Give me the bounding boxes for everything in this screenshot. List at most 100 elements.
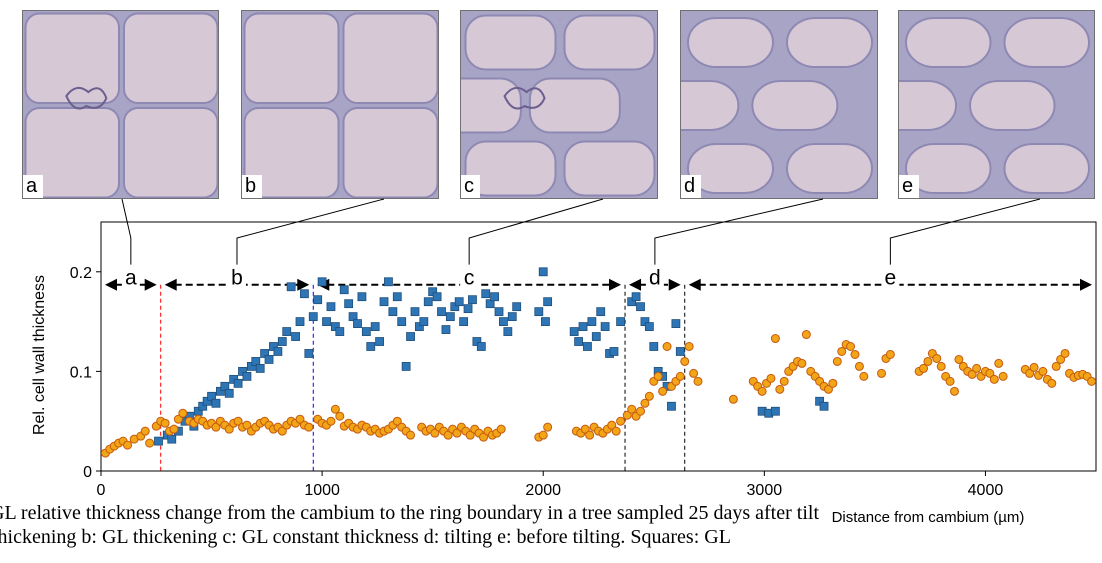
data-point-square <box>313 295 323 305</box>
cell-lumen <box>123 12 218 104</box>
data-point-circle <box>854 361 864 371</box>
data-point-circle <box>640 398 650 408</box>
data-point-circle <box>233 416 243 426</box>
data-point-circle <box>430 428 440 438</box>
cell-lumen <box>563 14 656 71</box>
figure-caption-line-1: GL relative thickness change from the ca… <box>0 502 819 524</box>
y-tick-label: 0 <box>83 464 92 481</box>
cell-lumen <box>243 107 340 198</box>
data-point-square <box>609 347 619 356</box>
x-tick-label: 2000 <box>525 482 561 499</box>
data-point-square <box>273 347 283 356</box>
data-point-circle <box>936 361 946 371</box>
data-point-circle <box>828 378 838 388</box>
cell-lumen <box>461 77 522 134</box>
data-point-square <box>304 349 314 358</box>
data-point-square <box>450 302 460 312</box>
data-point-square <box>428 287 438 297</box>
figure-caption-line-2: thickening b: GL thickening c: GL consta… <box>0 526 731 548</box>
data-point-circle <box>680 356 690 366</box>
data-point-square <box>468 295 477 305</box>
data-point-circle <box>452 428 462 438</box>
cell-lumen <box>24 107 120 198</box>
data-point-circle <box>653 371 663 381</box>
data-point-circle <box>580 424 590 434</box>
cell-lumen <box>681 80 740 131</box>
data-point-square <box>286 282 296 292</box>
data-point-circle <box>885 349 895 359</box>
data-point-circle <box>1029 362 1039 372</box>
data-point-circle <box>675 371 685 381</box>
micrograph-e: e <box>898 10 1095 199</box>
data-point-circle <box>636 406 646 416</box>
data-point-square <box>220 381 230 391</box>
cell-lumen <box>464 140 557 197</box>
data-point-square <box>587 317 597 327</box>
plot-area-border <box>100 221 1097 472</box>
x-tick-label: 4000 <box>968 482 1004 499</box>
data-point-circle <box>607 420 617 430</box>
data-point-square <box>596 307 606 317</box>
data-point-square <box>198 401 208 411</box>
x-tick-label: 3000 <box>747 482 783 499</box>
cell-lumen <box>1003 17 1090 68</box>
cell-lumen <box>123 107 218 198</box>
data-point-square <box>246 362 256 371</box>
micrograph-label: b <box>242 175 263 198</box>
data-point-circle <box>479 432 489 442</box>
data-point-square <box>591 332 601 341</box>
micrograph-label: e <box>899 175 920 198</box>
phase-label-bg <box>227 264 246 287</box>
y-axis-label: Rel. cell wall thickness <box>31 275 48 435</box>
data-point-square <box>432 292 442 302</box>
data-point-square <box>616 317 626 327</box>
cell-lumen <box>899 80 958 131</box>
data-point-square <box>215 386 225 396</box>
data-point-circle <box>443 430 453 440</box>
data-point-square <box>397 317 407 327</box>
data-point-square <box>631 292 641 302</box>
data-point-square <box>819 401 829 411</box>
data-point-square <box>541 317 550 327</box>
data-point-square <box>291 332 300 341</box>
data-point-circle <box>801 330 811 340</box>
data-point-circle <box>585 430 595 440</box>
data-point-circle <box>693 376 703 386</box>
data-point-circle <box>775 384 785 394</box>
data-point-square <box>344 299 354 309</box>
data-point-circle <box>224 424 234 434</box>
data-point-square <box>308 312 318 322</box>
data-point-circle <box>145 438 155 448</box>
data-point-square <box>419 317 429 327</box>
x-axis-label: Distance from cambium (µm) <box>832 509 1025 526</box>
data-point-square <box>370 322 380 331</box>
micrograph-connector-line <box>468 198 604 265</box>
data-point-circle <box>616 416 626 426</box>
data-point-circle <box>770 334 780 344</box>
data-point-circle <box>998 371 1008 381</box>
phase-label-c: c <box>464 267 475 290</box>
data-point-circle <box>611 426 621 436</box>
data-point-circle <box>837 346 847 356</box>
cell-lumen <box>905 143 992 194</box>
data-point-square <box>414 322 424 331</box>
cell-lumen <box>1003 143 1090 194</box>
micrograph-b: b <box>241 10 439 199</box>
y-tick-label: 0.2 <box>70 265 92 282</box>
cell-lumen <box>563 140 656 197</box>
data-point-square <box>538 267 548 277</box>
data-point-square <box>494 307 504 317</box>
phase-arrow-head-left <box>688 278 701 291</box>
data-point-square <box>211 398 221 408</box>
cell-lumen <box>687 17 774 68</box>
data-point-circle <box>406 430 416 440</box>
data-point-square <box>512 302 522 312</box>
data-point-circle <box>211 422 221 432</box>
data-point-circle <box>662 342 672 351</box>
micrograph-label: c <box>461 175 480 198</box>
x-tick-label: 0 <box>97 482 106 499</box>
data-point-square <box>154 436 163 446</box>
data-point-square <box>649 342 659 351</box>
data-point-square <box>490 292 499 302</box>
